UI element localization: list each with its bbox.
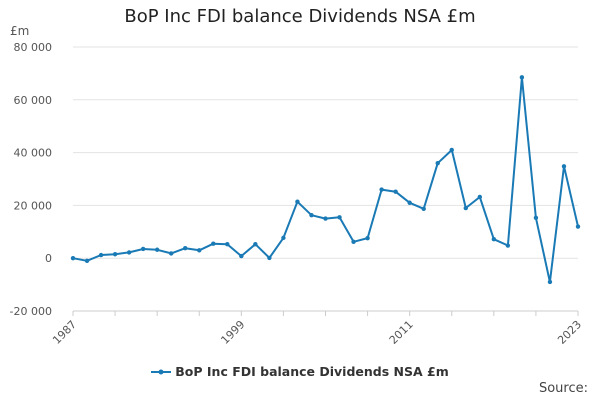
data-point (239, 253, 244, 259)
y-tick-label: 60 000 (14, 94, 53, 107)
data-point (561, 164, 567, 169)
x-tick-labels: 1987 1999 2011 2023 (50, 318, 584, 347)
data-point (154, 247, 160, 252)
y-tick-label: 80 000 (14, 41, 53, 54)
y-tick-label: -20 000 (10, 305, 52, 318)
data-point (309, 212, 314, 218)
y-tick-labels: -20 000 0 20 000 40 000 60 000 80 000 (10, 41, 52, 318)
y-tick-label: 40 000 (14, 147, 53, 160)
data-point (98, 252, 104, 258)
data-point (547, 279, 553, 285)
data-point (449, 147, 454, 153)
data-point (168, 251, 174, 256)
data-point (183, 245, 188, 251)
x-tick-label: 1987 (50, 318, 79, 347)
data-point (421, 206, 426, 212)
data-point (197, 248, 202, 253)
y-tick-label: 20 000 (14, 199, 53, 212)
legend-swatch (151, 369, 172, 374)
data-point (393, 189, 398, 194)
data-point (70, 256, 76, 261)
data-point (365, 235, 370, 241)
data-point (351, 239, 356, 245)
axes (72, 310, 579, 316)
data-point (211, 241, 216, 246)
chart-title: BoP Inc FDI balance Dividends NSA £m (124, 6, 476, 27)
data-point (477, 194, 483, 200)
source-note: Source: (538, 381, 588, 396)
data-point (140, 246, 146, 252)
data-point (225, 242, 230, 247)
data-point (435, 160, 440, 166)
data-point (533, 215, 539, 221)
x-tick-label: 1999 (218, 318, 247, 347)
data-point (126, 250, 132, 255)
data-point (253, 242, 258, 247)
x-tick-label: 2023 (555, 318, 584, 347)
data-point (337, 215, 342, 220)
series-line (72, 76, 579, 283)
legend: BoP Inc FDI balance Dividends NSA £m (0, 364, 600, 379)
data-point (379, 187, 384, 192)
data-point (407, 200, 412, 205)
x-tick-label: 2011 (387, 318, 416, 347)
data-point (323, 216, 328, 221)
data-point (84, 258, 90, 264)
data-point (505, 243, 511, 248)
data-point (575, 224, 581, 229)
data-point (281, 235, 286, 241)
data-point (519, 75, 525, 80)
legend-label: BoP Inc FDI balance Dividends NSA £m (175, 364, 449, 379)
data-point (267, 255, 272, 261)
data-point (491, 236, 497, 242)
data-point (295, 199, 300, 204)
gridlines (73, 46, 578, 312)
series (70, 75, 581, 285)
y-tick-label: 0 (45, 252, 52, 265)
data-point (463, 205, 468, 211)
y-axis-label: £m (10, 24, 29, 38)
data-point (112, 252, 118, 257)
